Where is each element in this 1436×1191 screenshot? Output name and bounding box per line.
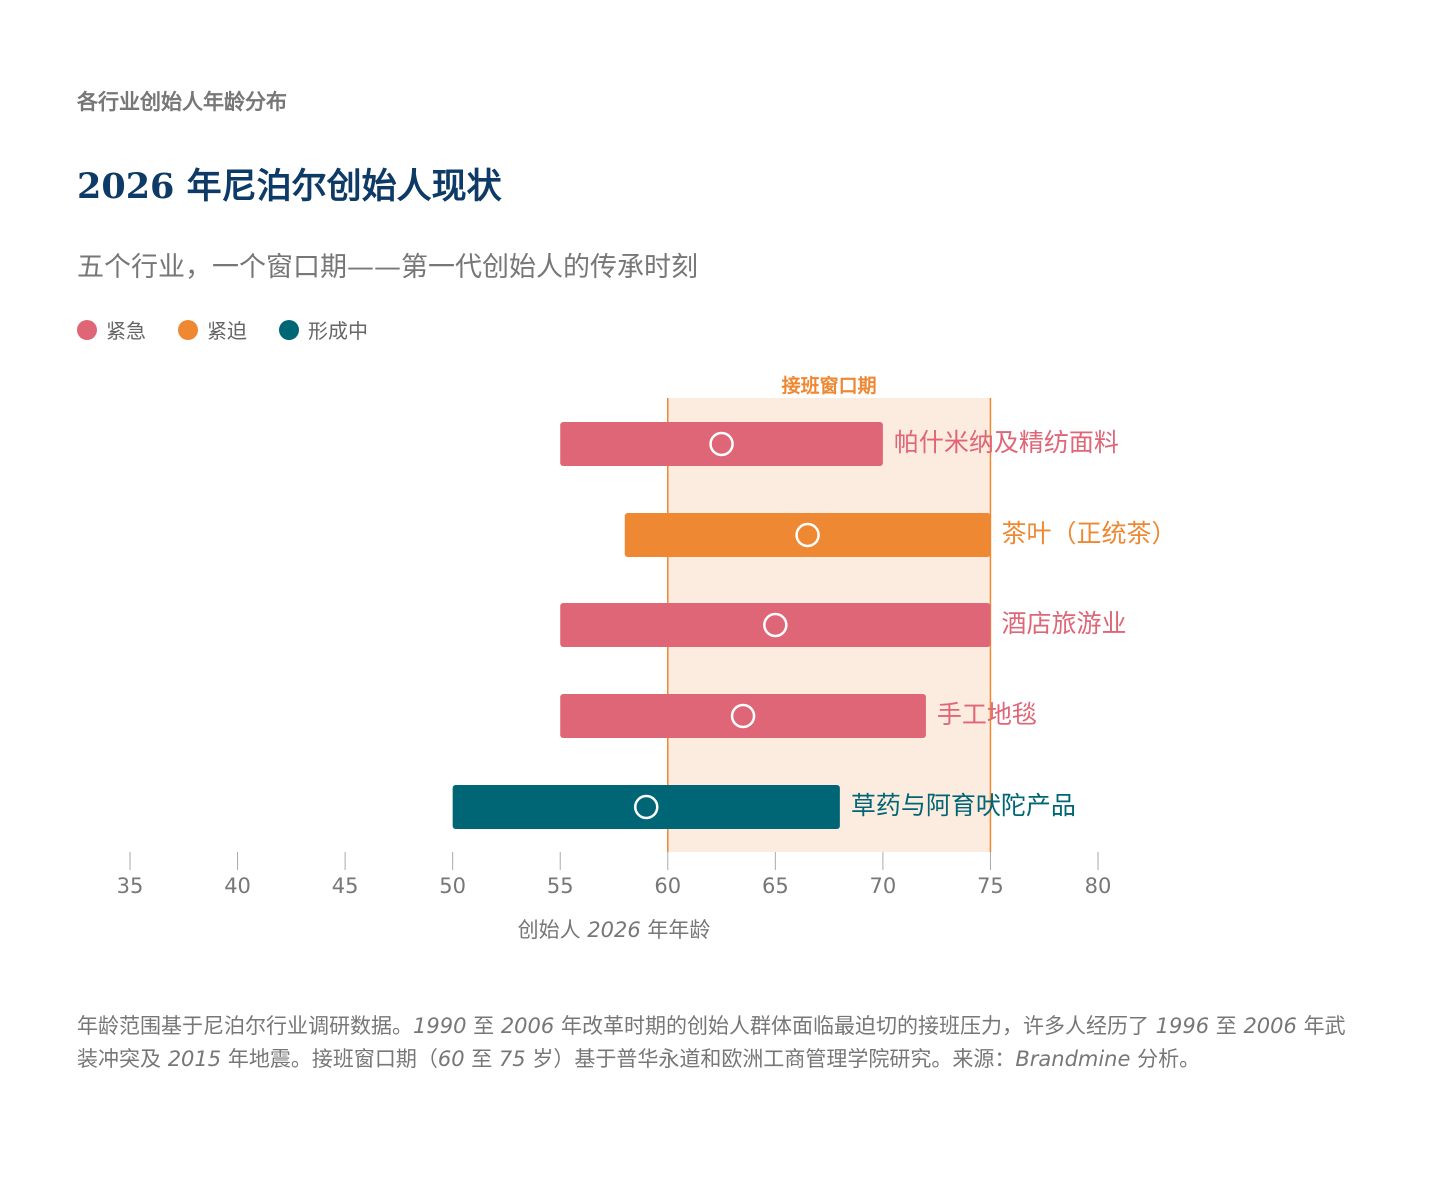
legend-label: 形成中 (308, 319, 368, 343)
x-tick-label: 55 (547, 874, 574, 898)
legend: 紧急 紧迫 形成中 (77, 315, 368, 344)
footnote-segment: 岁）基于普华永道和欧洲工商管理学院研究。来源： (525, 1047, 1016, 1071)
footnote-segment: 1990 (413, 1014, 467, 1038)
chart-subtitle: 五个行业，一个窗口期——第一代创始人的传承时刻 (77, 252, 698, 283)
x-axis-label-part: 年年龄 (641, 918, 711, 942)
category-label: 酒店旅游业 (1001, 609, 1126, 638)
category-label: 草药与阿育吠陀产品 (851, 791, 1076, 820)
x-tick-label: 70 (870, 874, 897, 898)
x-tick-label: 35 (117, 874, 144, 898)
legend-item-pressing: 紧迫 (178, 315, 247, 344)
footnote-segment: 75 (498, 1047, 526, 1071)
legend-dot (279, 319, 299, 340)
median-marker (795, 522, 820, 548)
chart-title: 2026 年尼泊尔创始人现状 (77, 166, 502, 207)
legend-label: 紧急 (106, 319, 146, 343)
x-tick-label: 65 (762, 874, 789, 898)
x-axis-label: 创始人 2026 年年龄 (518, 918, 711, 942)
range-bar (624, 513, 991, 557)
footnote: 年龄范围基于尼泊尔行业调研数据。1990 至 2006 年改革时期的创始人群体面… (77, 1010, 1362, 1076)
footnote-segment: 年龄范围基于尼泊尔行业调研数据。 (77, 1014, 413, 1038)
range-bar (560, 694, 926, 738)
range-bar (560, 422, 883, 466)
median-marker (763, 612, 788, 638)
footnote-segment: 至 (466, 1014, 501, 1038)
footnote-segment: 年地震。接班窗口期（ (221, 1047, 438, 1071)
footnote-segment: 分析。 (1130, 1047, 1201, 1071)
footnote-segment: 2015 (167, 1047, 222, 1071)
x-axis-label-part: 创始人 (518, 918, 588, 942)
category-label: 茶叶（正统茶） (1001, 519, 1176, 548)
footnote-segment: 1996 (1155, 1014, 1210, 1038)
category-label: 手工地毯 (937, 700, 1037, 729)
range-bar (560, 603, 991, 647)
x-tick-label: 40 (224, 874, 251, 898)
x-tick-label: 80 (1085, 874, 1112, 898)
footnote-segment: 2006 (1243, 1014, 1297, 1038)
x-tick-label: 50 (439, 874, 466, 898)
footnote-segment: 至 (1209, 1014, 1244, 1038)
x-tick-label: 45 (332, 874, 359, 898)
x-axis-label-part: 2026 (587, 918, 640, 942)
legend-label: 紧迫 (207, 319, 247, 343)
median-marker (709, 431, 734, 457)
median-marker (730, 703, 756, 729)
x-tick-label: 75 (977, 874, 1004, 898)
category-label: 帕什米纳及精纺面料 (894, 428, 1119, 457)
legend-item-forming: 形成中 (279, 315, 368, 344)
range-bar (452, 785, 840, 829)
footnote-segment: Brandmine (1015, 1047, 1131, 1071)
footnote-segment: 年改革时期的创始人群体面临最迫切的接班压力，许多人经历了 (554, 1014, 1156, 1038)
legend-dot (178, 319, 198, 340)
legend-dot (77, 319, 97, 340)
footnote-segment: 年武装冲突及 (77, 1014, 1346, 1071)
footnote-segment: 60 (437, 1047, 465, 1071)
window-label: 接班窗口期 (782, 374, 877, 397)
footnote-segment: 2006 (500, 1014, 555, 1038)
x-tick-label: 60 (654, 874, 681, 898)
eyebrow: 各行业创始人年龄分布 (77, 90, 287, 114)
footnote-segment: 至 (464, 1047, 499, 1071)
legend-item-urgent: 紧急 (77, 315, 146, 344)
median-marker (634, 794, 659, 820)
